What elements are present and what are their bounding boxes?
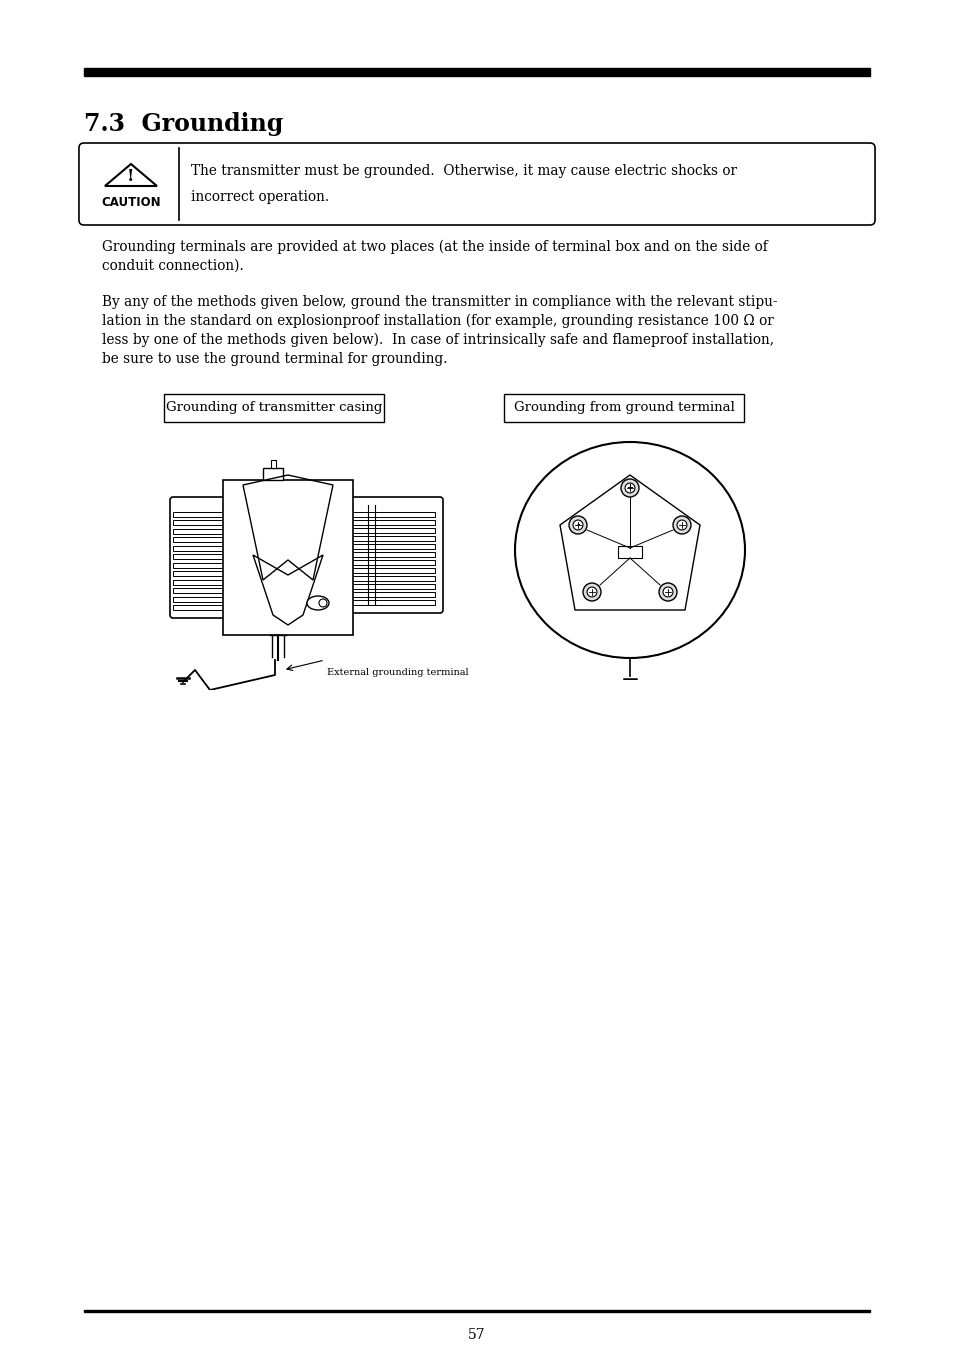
Circle shape xyxy=(582,584,600,601)
Bar xyxy=(350,561,435,565)
Ellipse shape xyxy=(515,442,744,658)
Bar xyxy=(172,528,223,534)
Ellipse shape xyxy=(307,596,329,611)
Bar xyxy=(350,567,435,573)
Bar xyxy=(223,480,353,635)
Bar xyxy=(503,394,743,422)
Bar xyxy=(172,546,223,550)
FancyBboxPatch shape xyxy=(79,143,874,226)
Bar xyxy=(172,554,223,559)
Bar xyxy=(263,467,283,480)
Text: +: + xyxy=(626,484,633,493)
Bar xyxy=(172,605,223,611)
Circle shape xyxy=(568,516,586,534)
Text: CAUTION: CAUTION xyxy=(101,196,161,209)
Circle shape xyxy=(624,484,635,493)
Text: Grounding of transmitter casing: Grounding of transmitter casing xyxy=(166,401,382,415)
Text: 7.3  Grounding: 7.3 Grounding xyxy=(84,112,283,136)
Bar xyxy=(172,562,223,567)
Bar xyxy=(172,536,223,542)
Text: conduit connection).: conduit connection). xyxy=(102,259,243,273)
Bar xyxy=(350,600,435,605)
Bar xyxy=(172,580,223,585)
Text: !: ! xyxy=(127,168,134,185)
Circle shape xyxy=(672,516,690,534)
Text: 57: 57 xyxy=(468,1328,485,1342)
Text: The transmitter must be grounded.  Otherwise, it may cause electric shocks or: The transmitter must be grounded. Otherw… xyxy=(191,163,736,178)
Text: By any of the methods given below, ground the transmitter in compliance with the: By any of the methods given below, groun… xyxy=(102,295,777,309)
Text: less by one of the methods given below).  In case of intrinsically safe and flam: less by one of the methods given below).… xyxy=(102,332,773,347)
Bar xyxy=(350,553,435,557)
Bar xyxy=(350,512,435,517)
Circle shape xyxy=(318,598,327,607)
Circle shape xyxy=(677,520,686,530)
Text: Grounding terminals are provided at two places (at the inside of terminal box an: Grounding terminals are provided at two … xyxy=(102,240,767,254)
Bar xyxy=(84,1310,869,1312)
Bar xyxy=(172,512,223,516)
Bar xyxy=(271,459,275,467)
Bar xyxy=(618,546,641,558)
Text: incorrect operation.: incorrect operation. xyxy=(191,190,329,204)
Bar xyxy=(350,584,435,589)
Bar xyxy=(172,597,223,601)
Text: be sure to use the ground terminal for grounding.: be sure to use the ground terminal for g… xyxy=(102,353,447,366)
Bar xyxy=(350,592,435,597)
Circle shape xyxy=(586,588,597,597)
Bar xyxy=(172,588,223,593)
Bar xyxy=(172,571,223,576)
Text: -: - xyxy=(576,520,579,530)
Circle shape xyxy=(573,520,582,530)
Bar xyxy=(172,520,223,526)
Bar xyxy=(350,528,435,534)
Bar xyxy=(350,576,435,581)
Bar xyxy=(350,536,435,540)
Circle shape xyxy=(620,480,639,497)
Circle shape xyxy=(662,588,672,597)
Bar xyxy=(350,520,435,526)
Bar xyxy=(164,394,383,422)
Bar xyxy=(84,68,869,76)
Text: External grounding terminal: External grounding terminal xyxy=(327,667,468,677)
Bar xyxy=(350,544,435,549)
Text: Grounding from ground terminal: Grounding from ground terminal xyxy=(513,401,734,415)
Text: lation in the standard on explosionproof installation (for example, grounding re: lation in the standard on explosionproof… xyxy=(102,313,773,328)
Circle shape xyxy=(659,584,677,601)
